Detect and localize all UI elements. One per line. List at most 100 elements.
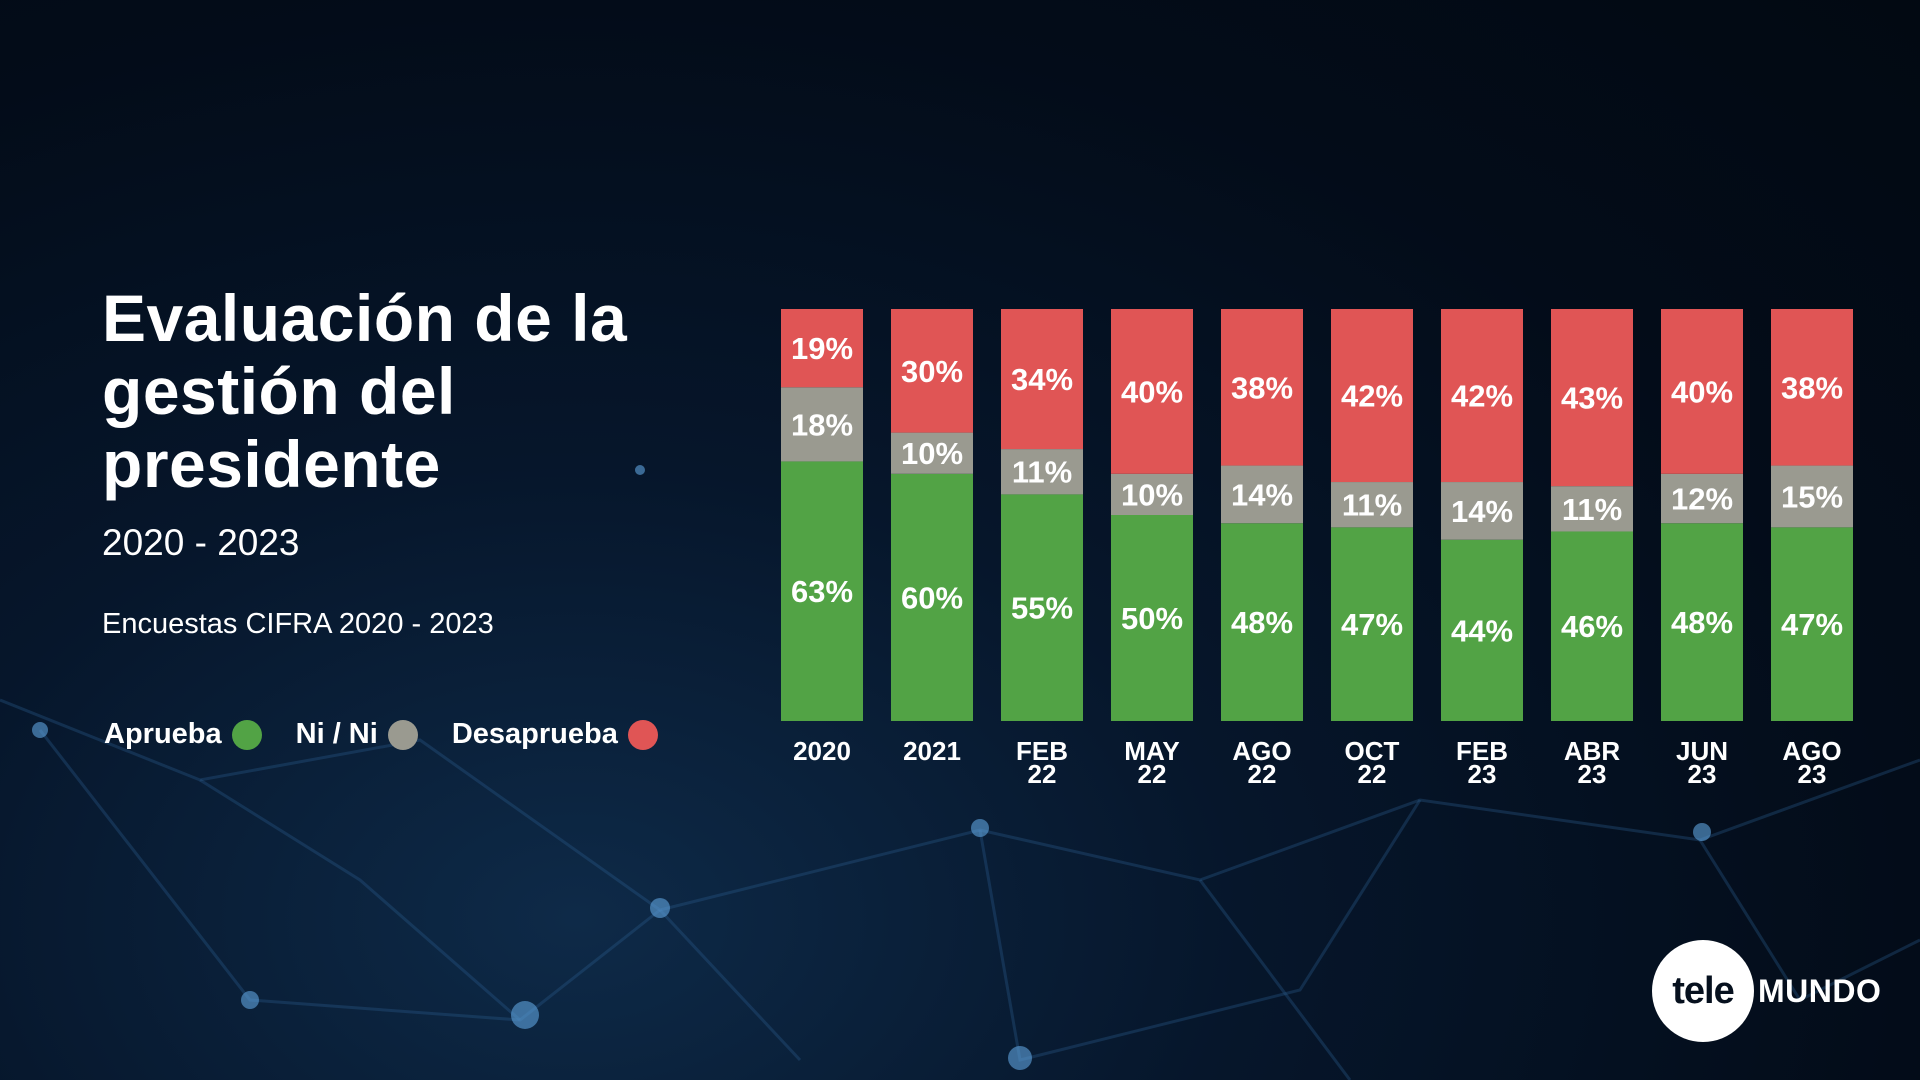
bar-segment-ni-ni	[781, 387, 863, 462]
bar-segment-aprueba	[1661, 523, 1743, 721]
logo-wordmark: MUNDO	[1758, 972, 1882, 1009]
x-tick-label: 22	[1248, 759, 1277, 789]
data-label: 18%	[791, 407, 853, 442]
legend-item-aprueba: Aprueba	[104, 718, 262, 751]
legend-label: Aprueba	[104, 718, 222, 750]
x-tick-label: MAY	[1124, 736, 1179, 766]
legend-label: Desaprueba	[451, 718, 618, 750]
x-tick-label: 23	[1578, 759, 1607, 789]
legend-swatch-green	[231, 719, 262, 750]
x-tick-label: OCT	[1345, 736, 1400, 766]
bar-segment-desaprueba	[1331, 309, 1413, 483]
bar-segment-aprueba	[891, 473, 973, 721]
x-tick-label: ABR	[1564, 736, 1621, 766]
x-tick-label: AGO	[1232, 736, 1291, 766]
bar-segment-aprueba	[1221, 523, 1303, 721]
bar-segment-aprueba	[1331, 527, 1413, 721]
data-label: 50%	[1121, 601, 1183, 636]
data-label: 19%	[791, 331, 853, 366]
bar-segment-desaprueba	[1441, 309, 1523, 483]
data-label: 11%	[1562, 492, 1622, 527]
data-label: 43%	[1561, 381, 1623, 416]
bar-segment-desaprueba	[1551, 309, 1633, 487]
data-label: 40%	[1671, 374, 1733, 409]
bar-segment-ni-ni	[1551, 486, 1633, 532]
x-tick-label: 22	[1358, 759, 1387, 789]
data-label: 55%	[1011, 591, 1073, 626]
bar-segment-desaprueba	[1221, 309, 1303, 466]
data-label: 46%	[1561, 609, 1623, 644]
data-label: 30%	[901, 354, 963, 389]
data-label: 60%	[901, 580, 963, 615]
source-note: Encuestas CIFRA 2020 - 2023	[102, 608, 494, 640]
data-label: 12%	[1671, 482, 1733, 517]
bar-segment-ni-ni	[1111, 473, 1193, 515]
bar-segment-ni-ni	[1331, 482, 1413, 528]
logo-circle: tele	[1652, 940, 1754, 1042]
bar-segment-ni-ni	[1001, 449, 1083, 495]
x-tick-label: 2020	[793, 736, 851, 766]
data-label: 48%	[1671, 605, 1733, 640]
legend-item-ni-ni: Ni / Ni	[296, 718, 418, 751]
bar-segment-aprueba	[1551, 531, 1633, 721]
data-label: 10%	[1121, 477, 1183, 512]
legend-label: Ni / Ni	[295, 718, 378, 750]
bar-group: 60% 10% 30% 2021	[891, 309, 973, 766]
data-label: 47%	[1781, 607, 1843, 642]
title-line: presidente	[102, 427, 441, 501]
bar-segment-aprueba	[1001, 494, 1083, 721]
bar-segment-desaprueba	[891, 309, 973, 433]
data-label: 11%	[1012, 455, 1072, 490]
data-label: 42%	[1341, 379, 1403, 414]
bar-segment-ni-ni	[1661, 473, 1743, 524]
bar-segment-desaprueba	[1771, 309, 1853, 466]
data-label: 38%	[1231, 370, 1293, 405]
x-tick-label: FEB	[1016, 736, 1068, 766]
legend: Aprueba Ni / Ni Desaprueba	[104, 718, 692, 751]
bar-segment-ni-ni	[891, 432, 973, 474]
data-label: 47%	[1341, 607, 1403, 642]
bar-segment-desaprueba	[1661, 309, 1743, 474]
bar-segment-desaprueba	[1001, 309, 1083, 450]
title-line: gestión del	[102, 354, 456, 428]
x-tick-label: 23	[1468, 759, 1497, 789]
data-label: 10%	[901, 436, 963, 471]
x-tick-label: AGO	[1782, 736, 1841, 766]
title-line: Evaluación de la	[102, 281, 628, 355]
data-label: 15%	[1781, 479, 1843, 514]
x-tick-label: 22	[1028, 759, 1057, 789]
bar-segment-aprueba	[781, 461, 863, 721]
data-label: 14%	[1451, 494, 1513, 529]
data-label: 11%	[1342, 488, 1402, 523]
chart-title: Evaluación de la gestión del presidente	[102, 282, 722, 501]
bar-group: 63% 18% 19% 2020	[781, 309, 863, 766]
bar-segment-ni-ni	[1441, 482, 1523, 540]
data-label: 63%	[791, 574, 853, 609]
bar-segment-aprueba	[1441, 539, 1523, 721]
data-label: 40%	[1121, 374, 1183, 409]
legend-swatch-red	[627, 719, 658, 750]
x-tick-label: 23	[1688, 759, 1717, 789]
chart-subtitle: 2020 - 2023	[102, 522, 300, 563]
x-tick-label: JUN	[1676, 736, 1728, 766]
x-tick-label: 2021	[903, 736, 961, 766]
bar-segment-aprueba	[1771, 527, 1853, 721]
bar-segment-desaprueba	[1111, 309, 1193, 474]
bar-segment-ni-ni	[1221, 465, 1303, 524]
x-tick-label: 23	[1798, 759, 1827, 789]
data-label: 42%	[1451, 379, 1513, 414]
data-label: 38%	[1781, 370, 1843, 405]
data-label: 14%	[1231, 477, 1293, 512]
data-label: 48%	[1231, 605, 1293, 640]
bar-segment-ni-ni	[1771, 465, 1853, 528]
data-label: 34%	[1011, 362, 1073, 397]
